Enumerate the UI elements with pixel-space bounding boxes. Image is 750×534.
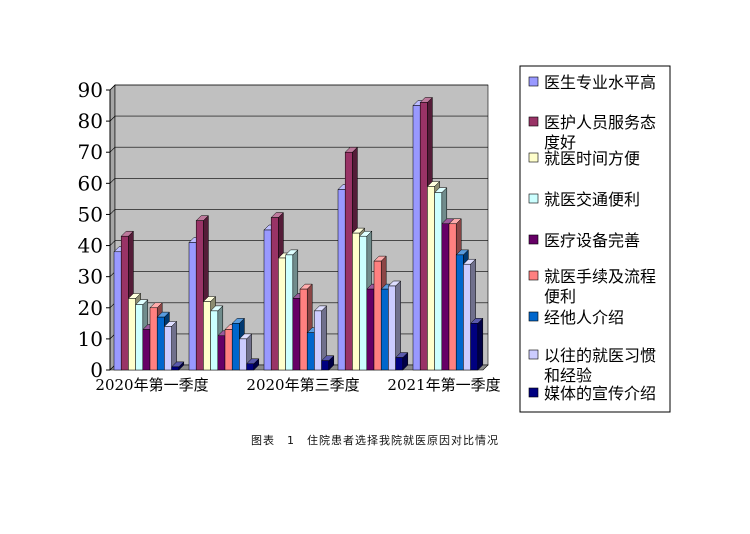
legend-swatch: [528, 152, 539, 163]
y-tick-label: 90: [78, 78, 103, 102]
bar-4-6: [373, 260, 382, 371]
bar-2-4: [210, 310, 219, 371]
legend-label: 便利: [544, 287, 576, 306]
legend-label: 就医交通便利: [544, 190, 640, 209]
caption-text: 住院患者选择我院就医原因对比情况: [307, 434, 499, 447]
bar-4-2: [344, 151, 353, 371]
bar-5-4: [434, 192, 443, 371]
bar-5-2: [419, 102, 428, 371]
bar-3-2: [270, 217, 279, 371]
bar-2-2: [195, 220, 204, 371]
legend-swatch: [528, 234, 539, 245]
bar-3-9: [321, 360, 330, 371]
bar-4-4: [359, 235, 368, 371]
bar-5-3: [427, 186, 435, 371]
bar-1-8: [164, 326, 172, 371]
bar-3-4: [285, 254, 294, 371]
bar-4-3: [352, 232, 360, 371]
bar-1-9: [171, 366, 180, 371]
bar-1-6: [149, 307, 158, 371]
bar-4-8: [388, 285, 396, 371]
y-tick-label: 70: [78, 140, 103, 164]
legend-label: 以往的就医习惯: [544, 346, 656, 365]
legend-label: 就医手续及流程: [544, 267, 656, 286]
legend-swatch: [528, 193, 539, 204]
legend-box: [519, 65, 671, 413]
bar-1-3: [128, 298, 136, 371]
bar-5-8: [463, 263, 471, 371]
y-tick-label: 10: [78, 327, 103, 351]
bar-5-6: [448, 223, 457, 371]
bar-5-1: [412, 105, 421, 371]
bar-1-5: [142, 329, 151, 371]
x-tick-label: 2021年第一季度: [387, 376, 500, 394]
x-tick-label: 2020年第一季度: [95, 376, 208, 394]
bar-2-8: [239, 338, 247, 371]
legend-swatch: [528, 387, 539, 398]
legend-label: 医生专业水平高: [544, 73, 656, 92]
gridline-side: [109, 178, 116, 184]
figure-caption: 图表 1 住院患者选择我院就医原因对比情况: [0, 432, 750, 448]
bar-2-7: [231, 323, 240, 371]
bar-3-3: [278, 257, 286, 371]
y-tick-label: 30: [78, 265, 103, 289]
bar-1-2: [120, 235, 129, 371]
bar-4-5: [366, 288, 375, 371]
caption-label: 图表: [251, 434, 275, 447]
bar-2-1: [188, 242, 197, 371]
gridline-side: [109, 240, 116, 246]
bar-4-7: [380, 288, 389, 371]
y-tick-label: 60: [78, 171, 103, 195]
bar-3-8: [314, 310, 322, 371]
y-tick-label: 40: [78, 234, 103, 258]
bar-4-9: [395, 357, 404, 371]
x-tick-label: 2020年第三季度: [246, 376, 359, 394]
gridline-side: [109, 209, 116, 215]
legend-label: 医疗设备完善: [544, 231, 640, 250]
gridline-side: [109, 115, 116, 122]
bar-2-3: [203, 301, 211, 371]
bar-4-1: [337, 189, 346, 371]
y-tick-label: 80: [78, 109, 103, 133]
legend-swatch: [528, 270, 539, 281]
bar-side: [477, 317, 484, 371]
y-tick-label: 20: [78, 296, 103, 320]
legend-label: 媒体的宣传介绍: [544, 384, 656, 403]
bar-2-6: [224, 329, 233, 371]
gridline-side: [109, 147, 116, 153]
legend-swatch: [528, 76, 539, 87]
bar-1-4: [135, 304, 144, 371]
legend-swatch: [528, 349, 539, 360]
bar-3-6: [299, 288, 308, 371]
y-tick-label: 50: [78, 202, 103, 226]
bar-1-1: [113, 251, 122, 371]
legend-swatch: [528, 116, 539, 127]
legend-label: 和经验: [544, 366, 592, 385]
bar-3-5: [292, 298, 301, 371]
legend-label: 经他人介绍: [544, 308, 624, 327]
gridline-side: [109, 84, 116, 91]
bar-2-9: [246, 363, 255, 371]
legend-label: 医护人员服务态: [544, 113, 656, 132]
bar-5-7: [455, 254, 464, 371]
bar-5-9: [470, 323, 479, 371]
y-tick-label: 0: [90, 358, 103, 382]
bar-3-1: [263, 229, 272, 371]
bar-5-5: [441, 223, 450, 371]
bar-3-7: [306, 332, 315, 371]
bar-2-5: [217, 335, 226, 371]
legend-label: 度好: [544, 133, 576, 152]
legend-swatch: [528, 311, 539, 322]
caption-number: 1: [287, 434, 295, 447]
legend-label: 就医时间方便: [544, 149, 640, 168]
bar-1-7: [156, 316, 165, 371]
